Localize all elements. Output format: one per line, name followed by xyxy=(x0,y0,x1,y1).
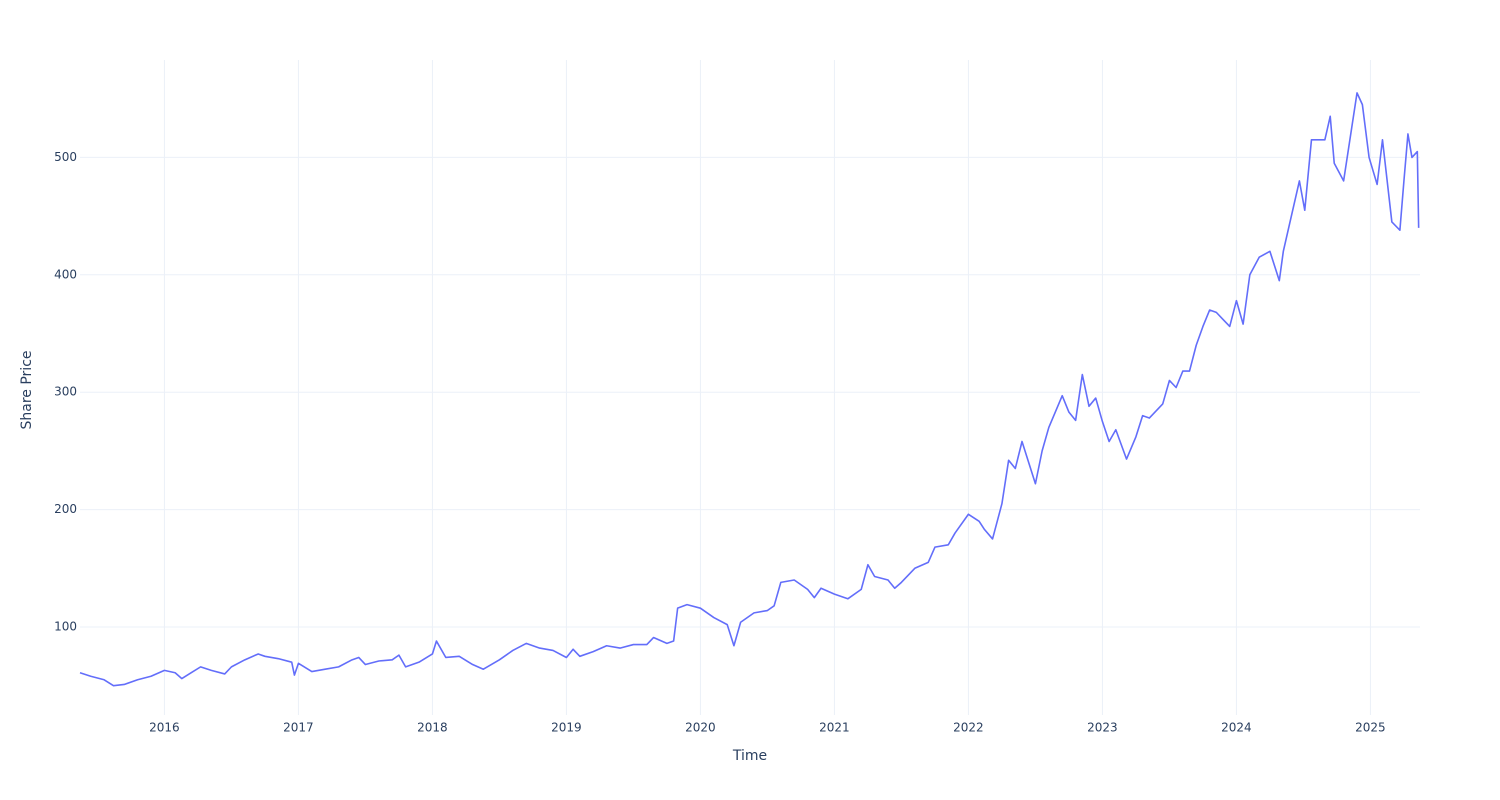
x-tick-label: 2018 xyxy=(417,721,448,735)
x-tick-label: 2017 xyxy=(283,721,314,735)
price-line xyxy=(79,92,1420,687)
y-tick-label: 200 xyxy=(54,502,77,516)
x-tick-label: 2024 xyxy=(1221,721,1252,735)
y-axis-title: Share Price xyxy=(19,350,35,429)
x-tick-label: 2016 xyxy=(149,721,180,735)
y-tick-label: 400 xyxy=(54,267,77,281)
x-tick-label: 2023 xyxy=(1087,721,1118,735)
x-axis-title: Time xyxy=(732,748,767,764)
x-tick-label: 2021 xyxy=(819,721,850,735)
y-tick-label: 100 xyxy=(54,619,77,633)
y-tick-label: 500 xyxy=(54,150,77,164)
x-tick-label: 2022 xyxy=(953,721,984,735)
y-tick-label: 300 xyxy=(54,385,77,399)
x-tick-label: 2025 xyxy=(1355,721,1386,735)
x-tick-label: 2019 xyxy=(551,721,582,735)
x-tick-label: 2020 xyxy=(685,721,716,735)
